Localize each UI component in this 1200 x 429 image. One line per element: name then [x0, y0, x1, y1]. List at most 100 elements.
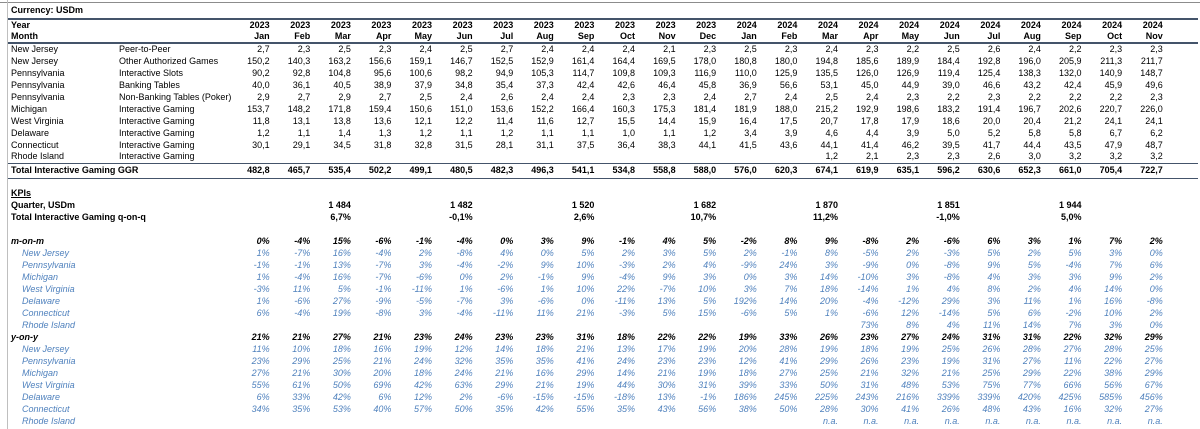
mom-total-cell[interactable]: 7% [1109, 235, 1123, 246]
ggr-value-cell[interactable]: 1,0 [622, 127, 635, 138]
mom-value-cell[interactable]: 12% [901, 307, 920, 318]
total-value-cell[interactable]: 588,0 [677, 162, 719, 179]
year-header-cell[interactable]: 2024 [980, 20, 1001, 30]
ggr-value-cell[interactable]: 2,4 [622, 44, 635, 54]
month-header-cell[interactable]: Nov [1124, 31, 1165, 44]
mom-value-cell[interactable]: -3% [618, 307, 635, 318]
ggr-value-cell[interactable]: 20,4 [1023, 115, 1041, 126]
yoy-value-cell[interactable]: 21% [292, 367, 311, 378]
yoy-value-cell[interactable]: 16% [535, 367, 554, 378]
month-header-cell[interactable]: Apr [352, 31, 394, 44]
ggr-value-cell[interactable]: 151,0 [450, 103, 473, 114]
mom-value-cell[interactable]: 22% [616, 283, 635, 294]
ggr-value-cell[interactable] [678, 151, 719, 163]
mom-value-cell[interactable]: -6% [497, 283, 514, 294]
mom-value-cell[interactable]: 9% [581, 271, 595, 282]
year-header-cell[interactable]: 2023 [371, 20, 392, 30]
yoy-value-cell[interactable] [718, 415, 759, 427]
ggr-value-cell[interactable]: 150,6 [409, 103, 433, 114]
mom-state-label[interactable]: West Virginia [22, 283, 75, 294]
ggr-value-cell[interactable]: 2,3 [947, 151, 960, 162]
mom-value-cell[interactable]: 11% [1023, 295, 1041, 306]
yoy-value-cell[interactable]: 31% [698, 379, 717, 390]
yoy-value-cell[interactable]: 67% [1144, 379, 1163, 390]
yoy-value-cell[interactable]: 25% [819, 367, 838, 378]
mom-value-cell[interactable]: -4% [375, 247, 392, 258]
month-header-cell[interactable]: Mar [799, 31, 840, 44]
ggr-value-cell[interactable] [718, 151, 759, 163]
ggr-value-cell[interactable]: 2,4 [541, 44, 554, 54]
yoy-value-cell[interactable]: 43% [657, 403, 676, 414]
ggr-value-cell[interactable]: 16,4 [739, 115, 757, 126]
mom-value-cell[interactable]: 0% [1149, 319, 1163, 330]
mom-value-cell[interactable]: 6% [1149, 259, 1163, 270]
ggr-value-cell[interactable]: 153,6 [490, 103, 514, 114]
mom-value-cell[interactable]: 29% [941, 295, 960, 306]
yoy-state-label[interactable]: Delaware [22, 391, 61, 402]
yoy-value-cell[interactable]: 42% [414, 379, 433, 390]
ggr-value-cell[interactable]: 12,2 [455, 115, 473, 126]
yoy-value-cell[interactable]: 33% [292, 391, 311, 402]
mom-total-cell[interactable]: 1% [1068, 235, 1082, 246]
yoy-value-cell[interactable]: 48% [982, 403, 1001, 414]
yoy-value-cell[interactable]: 21% [535, 379, 554, 390]
ggr-value-cell[interactable]: 153,7 [247, 103, 270, 114]
mom-value-cell[interactable]: 7% [784, 283, 798, 294]
mom-value-cell[interactable]: 2% [1149, 271, 1163, 282]
yoy-value-cell[interactable]: 339% [936, 391, 960, 402]
total-value-cell[interactable]: 596,2 [921, 162, 962, 179]
mom-value-cell[interactable]: 16% [332, 271, 351, 282]
mom-value-cell[interactable]: 10% [698, 283, 717, 294]
yoy-value-cell[interactable]: n.a. [863, 415, 879, 426]
month-header-cell[interactable]: Feb [271, 31, 313, 44]
ggr-value-cell[interactable]: 41,4 [861, 139, 879, 150]
ggr-value-cell[interactable] [515, 151, 556, 163]
yoy-value-cell[interactable]: 16% [1063, 403, 1082, 414]
yoy-value-cell[interactable]: 18% [332, 343, 351, 354]
mom-value-cell[interactable]: -9% [375, 295, 392, 306]
total-label[interactable]: Total Interactive Gaming GGR [8, 162, 232, 179]
ggr-value-cell[interactable]: 37,5 [576, 139, 595, 150]
ggr-value-cell[interactable]: 126,0 [856, 67, 879, 78]
segment-label[interactable]: Peer-to-Peer [119, 44, 171, 54]
quarter-value-cell[interactable] [962, 199, 1003, 211]
yoy-value-cell[interactable]: 19% [414, 343, 433, 354]
yoy-total-cell[interactable]: 27% [332, 331, 351, 342]
yoy-value-cell[interactable]: 27% [251, 367, 270, 378]
mom-value-cell[interactable]: 2% [662, 259, 676, 270]
mom-value-cell[interactable]: -4% [294, 307, 311, 318]
ggr-value-cell[interactable]: 205,9 [1059, 55, 1082, 66]
month-header-cell[interactable]: Jan [718, 31, 759, 44]
ggr-value-cell[interactable]: 17,9 [901, 115, 920, 126]
qoq-value-cell[interactable] [637, 211, 678, 223]
mom-value-cell[interactable]: 6% [1027, 307, 1041, 318]
yoy-value-cell[interactable]: n.a. [1025, 415, 1041, 426]
year-header-cell[interactable]: 2024 [899, 20, 920, 30]
ggr-value-cell[interactable]: 2,4 [581, 44, 595, 54]
mom-total-cell[interactable]: 15% [332, 235, 351, 246]
year-header-cell[interactable]: 2024 [1102, 20, 1123, 30]
mom-value-cell[interactable]: -14% [938, 307, 960, 318]
yoy-value-cell[interactable]: 12% [454, 343, 473, 354]
yoy-value-cell[interactable]: 63% [454, 379, 473, 390]
total-value-cell[interactable]: 499,1 [393, 162, 435, 179]
month-header-cell[interactable]: Jun [921, 31, 962, 44]
yoy-value-cell[interactable]: 21% [495, 367, 514, 378]
ggr-value-cell[interactable]: 2,1 [663, 44, 676, 54]
ggr-value-cell[interactable]: 140,3 [287, 55, 311, 66]
yoy-total-cell[interactable]: 24% [454, 331, 473, 342]
yoy-value-cell[interactable]: 29% [1022, 367, 1041, 378]
ggr-value-cell[interactable]: 2,2 [906, 44, 920, 54]
ggr-value-cell[interactable]: 5,2 [987, 127, 1001, 138]
ggr-value-cell[interactable]: 41,7 [982, 139, 1001, 150]
mom-value-cell[interactable]: 4% [1068, 283, 1082, 294]
mom-total-cell[interactable]: 5% [703, 235, 717, 246]
mom-value-cell[interactable]: -1% [294, 259, 311, 270]
mom-value-cell[interactable] [231, 319, 272, 331]
mom-value-cell[interactable]: 4% [987, 271, 1001, 282]
ggr-value-cell[interactable]: 38,3 [658, 139, 676, 150]
mom-value-cell[interactable] [678, 319, 719, 331]
mom-value-cell[interactable]: -4% [1065, 259, 1082, 270]
ggr-value-cell[interactable] [312, 151, 353, 163]
mom-value-cell[interactable]: 10% [576, 259, 595, 270]
